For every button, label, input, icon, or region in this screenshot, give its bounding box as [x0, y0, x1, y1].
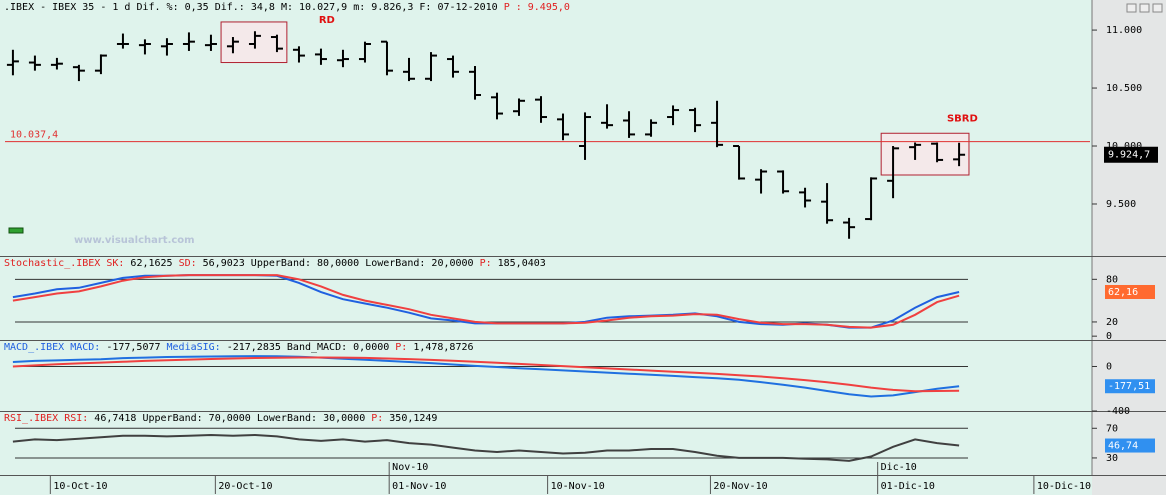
marker: [8, 227, 24, 234]
y-tick-label: 0: [1106, 361, 1112, 372]
series-line: [12, 274, 960, 329]
reference-label: 10.037,4: [10, 130, 58, 141]
header-item: P:: [480, 258, 492, 269]
header-item: Stochastic_.IBEX SK:: [4, 258, 124, 269]
panel-header: MACD_.IBEX MACD: -177,5077 MediaSIG: -217,2…: [4, 342, 474, 353]
y-tick-label: 0: [1106, 331, 1112, 342]
x-tick-label: 01-Nov-10: [392, 481, 446, 492]
header-item: 1,478,8726: [413, 342, 473, 353]
header-item: 46,7418 UpperBand: 70,0000 LowerBand: 30…: [94, 413, 365, 424]
series-line: [12, 433, 960, 462]
pattern-label: RD: [319, 15, 335, 26]
button[interactable]: [1126, 3, 1137, 13]
price-tag: [1104, 146, 1158, 163]
watermark: www.visualchart.com: [74, 235, 195, 246]
panel-header: RSI_.IBEX RSI: 46,7418 UpperBand: 70,0000…: [4, 413, 437, 424]
header-item: P : 9.495,0: [504, 2, 570, 13]
price-tag: [1105, 379, 1155, 394]
y-tick-label: 80: [1106, 274, 1118, 285]
price-tag-label: 62,16: [1108, 287, 1138, 298]
panel-header: .IBEX - IBEX 35 - 1 d Dif. %: 0,35 Dif.:…: [4, 2, 570, 13]
panel-header: Stochastic_.IBEX SK: 62,1625 SD: 56,9023 Up…: [4, 258, 546, 269]
y-tick-label: 20: [1106, 317, 1118, 328]
x-tick-label: 20-Nov-10: [713, 481, 767, 492]
x-tick-label: 01-Dic-10: [881, 481, 935, 492]
header-item: MACD_.IBEX MACD:: [4, 342, 100, 353]
month-label: Dic-10: [881, 462, 917, 473]
header-item: SD:: [179, 258, 197, 269]
header-item: 185,0403: [498, 258, 546, 269]
y-tick-label: 9.500: [1106, 199, 1136, 210]
header-item: 62,1625: [130, 258, 172, 269]
y-tick-label: 10.000: [1106, 141, 1142, 152]
price-tag-label: -177,51: [1108, 381, 1150, 392]
header-item: 56,9023 UpperBand: 80,0000 LowerBand: 20…: [203, 258, 474, 269]
pattern-box: [880, 132, 970, 176]
y-tick-label: 11.000: [1106, 25, 1142, 36]
price-tag: [1105, 284, 1155, 299]
header-item: -217,2835 Band_MACD: 0,0000: [227, 342, 390, 353]
button[interactable]: [1152, 3, 1163, 13]
series-line: [12, 355, 960, 398]
header-item: RSI_.IBEX RSI:: [4, 413, 88, 424]
x-tick-label: 20-Oct-10: [218, 481, 272, 492]
x-tick-label: 10-Nov-10: [551, 481, 605, 492]
y-tick-label: -400: [1106, 406, 1130, 417]
header-item: .IBEX - IBEX 35 - 1 d Dif. %: 0,35 Dif.:…: [4, 2, 498, 13]
price-axis-area: [1092, 0, 1166, 495]
y-tick-label: 70: [1106, 423, 1118, 434]
y-tick-label: 10.500: [1106, 83, 1142, 94]
button[interactable]: [1139, 3, 1150, 13]
price-tag-label: 46,74: [1108, 441, 1138, 452]
x-tick-label: 10-Dic-10: [1037, 481, 1091, 492]
header-item: -177,5077: [106, 342, 160, 353]
window-buttons[interactable]: [1126, 3, 1163, 13]
series-line: [12, 356, 960, 393]
header-item: P:: [371, 413, 383, 424]
y-tick-label: 30: [1106, 453, 1118, 464]
header-item: 350,1249: [389, 413, 437, 424]
pattern-label: SBRD: [947, 113, 978, 124]
month-label: Nov-10: [392, 462, 428, 473]
header-item: P:: [395, 342, 407, 353]
header-item: MediaSIG:: [167, 342, 221, 353]
price-tag-label: 9.924,7: [1108, 150, 1150, 161]
price-tag: [1105, 438, 1155, 453]
x-tick-label: 10-Oct-10: [53, 481, 107, 492]
